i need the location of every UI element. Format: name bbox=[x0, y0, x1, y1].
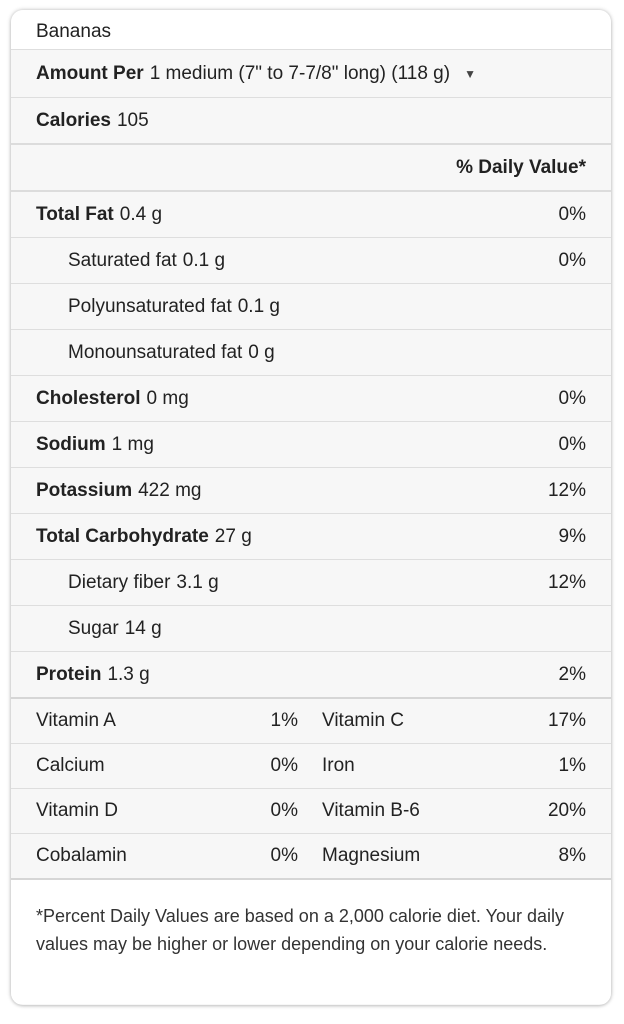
nutrient-amount: 1 mg bbox=[111, 433, 154, 455]
nutrient-row-total-fat: Total Fat 0.4 g 0% bbox=[11, 192, 611, 238]
nutrient-row-sodium: Sodium 1 mg 0% bbox=[11, 422, 611, 468]
calories-row: Calories 105 bbox=[11, 98, 611, 145]
caret-down-icon[interactable]: ▼ bbox=[464, 66, 476, 81]
vitamin-dv: 1% bbox=[270, 710, 298, 731]
daily-value-footnote: *Percent Daily Values are based on a 2,0… bbox=[11, 880, 611, 1004]
footnote-text: *Percent Daily Values are based on a 2,0… bbox=[36, 906, 565, 954]
nutrition-facts-card: Bananas Amount Per 1 medium (7" to 7-7/8… bbox=[11, 10, 611, 1005]
nutrient-amount: 3.1 g bbox=[176, 571, 219, 593]
vitamin-name: Magnesium bbox=[322, 845, 421, 866]
vitamin-dv: 0% bbox=[270, 800, 298, 821]
nutrient-row-dietary-fiber: Dietary fiber 3.1 g 12% bbox=[11, 560, 611, 606]
nutrient-row-potassium: Potassium 422 mg 12% bbox=[11, 468, 611, 514]
nutrient-row-monounsaturated-fat: Monounsaturated fat 0 g bbox=[11, 330, 611, 376]
vitamin-dv: 0% bbox=[270, 845, 298, 866]
nutrient-dv: 12% bbox=[547, 479, 586, 501]
nutrient-name: Cholesterol bbox=[36, 387, 141, 409]
nutrient-name: Potassium bbox=[36, 479, 133, 501]
nutrient-row-protein: Protein 1.3 g 2% bbox=[11, 652, 611, 699]
vitamin-row: Vitamin A 1% Vitamin C 17% bbox=[11, 699, 611, 744]
vitamin-dv: 20% bbox=[547, 800, 586, 821]
vitamin-dv: 1% bbox=[558, 755, 586, 776]
nutrient-amount: 0.1 g bbox=[237, 295, 280, 317]
nutrient-name: Sugar bbox=[68, 617, 119, 639]
daily-value-header-label: % Daily Value* bbox=[456, 156, 586, 178]
nutrient-name: Protein bbox=[36, 663, 102, 685]
vitamin-dv: 8% bbox=[558, 845, 586, 866]
nutrient-dv: 0% bbox=[558, 249, 586, 271]
vitamin-name: Cobalamin bbox=[36, 845, 127, 866]
vitamin-row: Vitamin D 0% Vitamin B-6 20% bbox=[11, 789, 611, 834]
nutrient-row-sugar: Sugar 14 g bbox=[11, 606, 611, 652]
serving-value: 1 medium (7" to 7-7/8" long) (118 g) bbox=[149, 62, 451, 84]
nutrient-name: Saturated fat bbox=[68, 249, 177, 271]
vitamin-name: Vitamin D bbox=[36, 800, 119, 821]
vitamin-name: Vitamin C bbox=[322, 710, 405, 731]
serving-label: Amount Per bbox=[36, 62, 144, 84]
serving-size-label-group: Amount Per 1 medium (7" to 7-7/8" long) … bbox=[36, 63, 476, 85]
nutrient-amount: 14 g bbox=[124, 617, 162, 639]
vitamin-name: Vitamin B-6 bbox=[322, 800, 420, 821]
vitamin-name: Vitamin A bbox=[36, 710, 116, 731]
daily-value-header: % Daily Value* bbox=[11, 145, 611, 192]
nutrient-dv: 12% bbox=[547, 571, 586, 593]
vitamin-name: Calcium bbox=[36, 755, 105, 776]
nutrient-row-cholesterol: Cholesterol 0 mg 0% bbox=[11, 376, 611, 422]
vitamin-dv: 17% bbox=[547, 710, 586, 731]
nutrient-amount: 0 g bbox=[248, 341, 275, 363]
nutrient-dv: 2% bbox=[558, 663, 586, 685]
nutrient-name: Dietary fiber bbox=[68, 571, 171, 593]
food-name-row: Bananas bbox=[11, 10, 611, 50]
serving-size-selector[interactable]: Amount Per 1 medium (7" to 7-7/8" long) … bbox=[11, 50, 611, 98]
vitamin-row: Cobalamin 0% Magnesium 8% bbox=[11, 834, 611, 880]
vitamin-name: Iron bbox=[322, 755, 355, 776]
nutrient-amount: 422 mg bbox=[138, 479, 202, 501]
nutrient-name: Polyunsaturated fat bbox=[68, 295, 232, 317]
vitamin-dv: 0% bbox=[270, 755, 298, 776]
vitamin-row: Calcium 0% Iron 1% bbox=[11, 744, 611, 789]
nutrient-amount: 1.3 g bbox=[107, 663, 150, 685]
nutrient-name: Sodium bbox=[36, 433, 106, 455]
nutrient-dv: 0% bbox=[558, 203, 586, 225]
calories-label: Calories bbox=[36, 109, 111, 131]
nutrient-row-polyunsaturated-fat: Polyunsaturated fat 0.1 g bbox=[11, 284, 611, 330]
nutrient-amount: 0.4 g bbox=[119, 203, 163, 225]
nutrient-name: Total Fat bbox=[36, 203, 114, 225]
nutrient-amount: 0.1 g bbox=[182, 249, 226, 271]
nutrient-dv: 0% bbox=[558, 387, 586, 409]
food-name: Bananas bbox=[36, 20, 112, 42]
nutrient-amount: 27 g bbox=[214, 525, 252, 547]
calories-value: 105 bbox=[116, 109, 149, 131]
nutrient-amount: 0 mg bbox=[146, 387, 189, 409]
nutrient-dv: 9% bbox=[558, 525, 586, 547]
nutrient-row-total-carbohydrate: Total Carbohydrate 27 g 9% bbox=[11, 514, 611, 560]
nutrient-row-saturated-fat: Saturated fat 0.1 g 0% bbox=[11, 238, 611, 284]
nutrient-dv: 0% bbox=[558, 433, 586, 455]
nutrient-name: Monounsaturated fat bbox=[68, 341, 243, 363]
nutrient-name: Total Carbohydrate bbox=[36, 525, 209, 547]
